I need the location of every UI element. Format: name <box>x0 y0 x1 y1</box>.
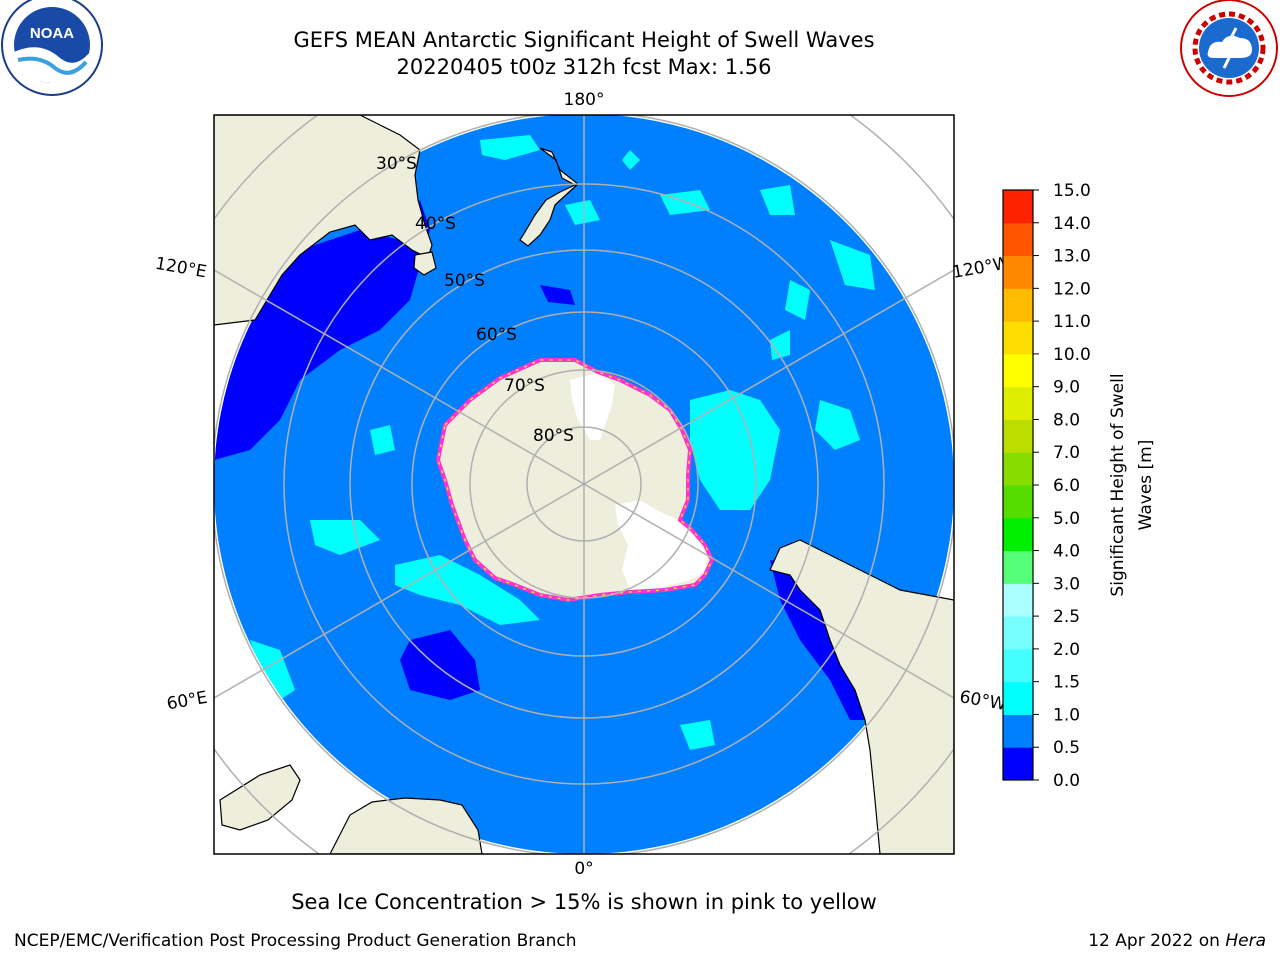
colorbar-tick-label: 2.5 <box>1053 607 1080 627</box>
colorbar-segment <box>1003 517 1033 552</box>
map-frame <box>213 114 955 855</box>
sea-ice-yellow-band <box>437 359 713 601</box>
ice-shelves <box>570 372 708 590</box>
lat-label-80s: 80°S <box>533 426 574 446</box>
colorbar-label-line2: Waves [m] <box>1136 440 1156 531</box>
lat-label-70s: 70°S <box>504 376 545 396</box>
colorbar: 0.0 0.5 1.0 1.5 2.0 2.5 3.0 4.0 5.0 6.0 7.0 8.0 9.0 1… <box>1002 181 1091 791</box>
colorbar-segment <box>1003 353 1033 388</box>
colorbar-tick-label: 7.0 <box>1053 443 1080 463</box>
colorbar-segment <box>1003 681 1033 715</box>
sea-ice-note: Sea Ice Concentration > 15% is shown in … <box>291 890 877 914</box>
lon-label-120e: 120°E <box>154 254 208 283</box>
colorbar-tick-label: 13.0 <box>1053 247 1091 267</box>
colorbar-tick-label: 15.0 <box>1053 181 1091 201</box>
colorbar-segment <box>1003 714 1033 748</box>
chart-subtitle: 20220405 t00z 312h fcst Max: 1.56 <box>396 55 772 79</box>
credit-date: 12 Apr 2022 on <box>1088 931 1220 951</box>
credit-right: 12 Apr 2022 on Hera <box>1088 931 1266 951</box>
lon-label-0: 0° <box>574 859 593 879</box>
lat-label-60s: 60°S <box>476 325 517 345</box>
colorbar-tick-label: 5.0 <box>1053 509 1080 529</box>
colorbar-tick-label: 11.0 <box>1053 312 1091 332</box>
credit-left: NCEP/EMC/Verification Post Processing Pr… <box>14 931 577 951</box>
colorbar-segment <box>1003 255 1033 289</box>
colorbar-segment <box>1003 288 1033 322</box>
credit-machine: Hera <box>1225 931 1266 951</box>
colorbar-segment <box>1003 648 1033 683</box>
lat-label-50s: 50°S <box>444 271 485 291</box>
colorbar-segment <box>1003 550 1033 584</box>
colorbar-tick-label: 4.0 <box>1053 542 1080 562</box>
colorbar-tick-label: 8.0 <box>1053 410 1080 430</box>
colorbar-tick-label: 12.0 <box>1053 279 1091 299</box>
colorbar-tick-label: 10.0 <box>1053 345 1091 365</box>
colorbar-segment <box>1003 190 1033 224</box>
moderate-swell-patches <box>250 135 875 750</box>
colorbar-segment <box>1003 485 1033 519</box>
colorbar-tick-label: 1.5 <box>1053 673 1080 693</box>
colorbar-tick-label: 1.0 <box>1053 705 1080 725</box>
colorbar-segment <box>1003 386 1033 420</box>
colorbar-segment <box>1003 616 1033 650</box>
lat-label-40s: 40°S <box>415 214 456 234</box>
colorbar-tick-label: 6.0 <box>1053 476 1080 496</box>
graticule <box>214 115 954 854</box>
colorbar-segment <box>1003 222 1033 257</box>
lon-label-60e: 60°E <box>165 688 209 715</box>
colorbar-tick-label: 2.0 <box>1053 640 1080 660</box>
colorbar-segment <box>1003 321 1033 355</box>
nws-logo-icon <box>1180 0 1278 97</box>
colorbar-tick-label: 0.0 <box>1053 771 1080 791</box>
colorbar-tick-label: 9.0 <box>1053 378 1080 398</box>
colorbar-label-line1: Significant Height of Swell <box>1108 373 1128 596</box>
noaa-logo-icon: NOAA <box>1 0 103 96</box>
colorbar-tick-label: 0.5 <box>1053 738 1080 758</box>
colorbar-tick-label: 14.0 <box>1053 214 1091 234</box>
colorbar-segment <box>1003 583 1033 617</box>
colorbar-tick-label: 3.0 <box>1053 574 1080 594</box>
lon-label-180: 180° <box>564 90 605 110</box>
map-area <box>214 115 954 854</box>
colorbar-segment <box>1003 452 1033 486</box>
colorbar-segment <box>1003 747 1033 781</box>
chart-title: GEFS MEAN Antarctic Significant Height o… <box>293 28 875 52</box>
noaa-logo-text: NOAA <box>30 25 74 42</box>
lat-label-30s: 30°S <box>376 154 417 174</box>
lon-label-60w: 60°W <box>958 687 1008 715</box>
colorbar-segment <box>1003 419 1033 453</box>
